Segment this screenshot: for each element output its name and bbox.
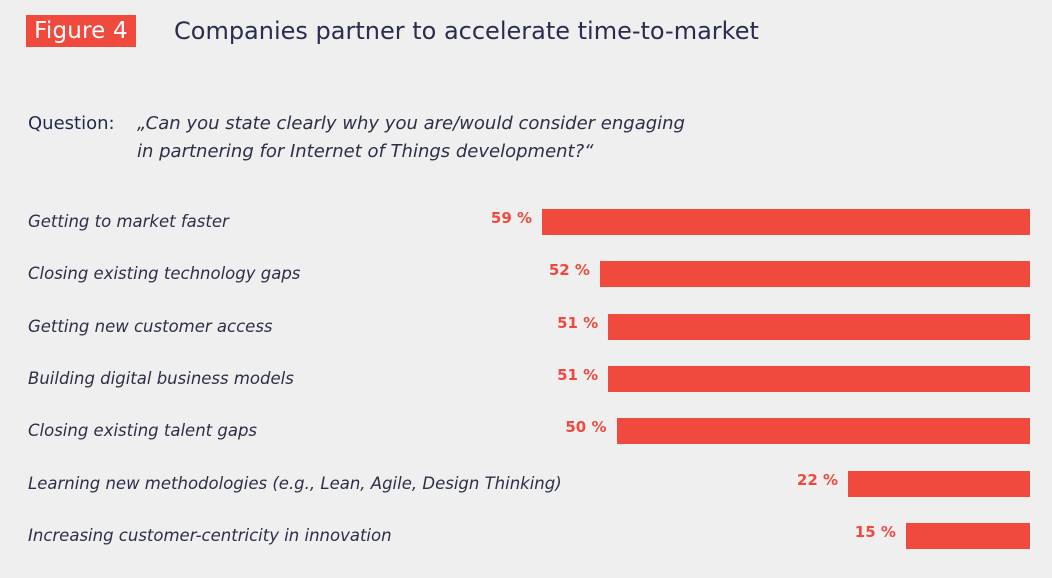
figure-header: Figure 4 Companies partner to accelerate…	[26, 14, 1026, 48]
value-label: 51 %	[557, 365, 599, 384]
value-label: 15 %	[854, 522, 896, 541]
question-line-2: in partnering for Internet of Things dev…	[137, 141, 594, 162]
chart-title: Companies partner to accelerate time-to-…	[174, 17, 759, 45]
value-label: 59 %	[490, 209, 533, 227]
bar	[599, 261, 1030, 288]
category-label: Closing existing talent gaps	[28, 421, 258, 441]
bar	[848, 470, 1030, 497]
category-label: Building digital business models	[28, 368, 294, 388]
bar	[542, 209, 1030, 235]
bar	[608, 365, 1030, 392]
bar	[616, 418, 1030, 445]
value-label: 22 %	[796, 470, 839, 489]
bar	[905, 522, 1030, 549]
category-label: Closing existing technology gaps	[28, 264, 301, 284]
bar	[608, 313, 1030, 340]
figure-badge: Figure 4	[26, 15, 136, 47]
value-label: 52 %	[548, 261, 590, 280]
category-label: Increasing customer-centricity in innova…	[28, 525, 392, 545]
question-line-1: „Can you state clearly why you are/would…	[137, 113, 685, 134]
question-label: Question:	[28, 113, 115, 134]
question-text: „Can you state clearly why you are/would…	[137, 110, 685, 166]
value-label: 51 %	[557, 313, 599, 332]
category-label: Learning new methodologies (e.g., Lean, …	[28, 473, 562, 493]
category-label: Getting to market faster	[28, 212, 229, 231]
value-label: 50 %	[565, 418, 607, 437]
category-label: Getting new customer access	[28, 316, 273, 336]
